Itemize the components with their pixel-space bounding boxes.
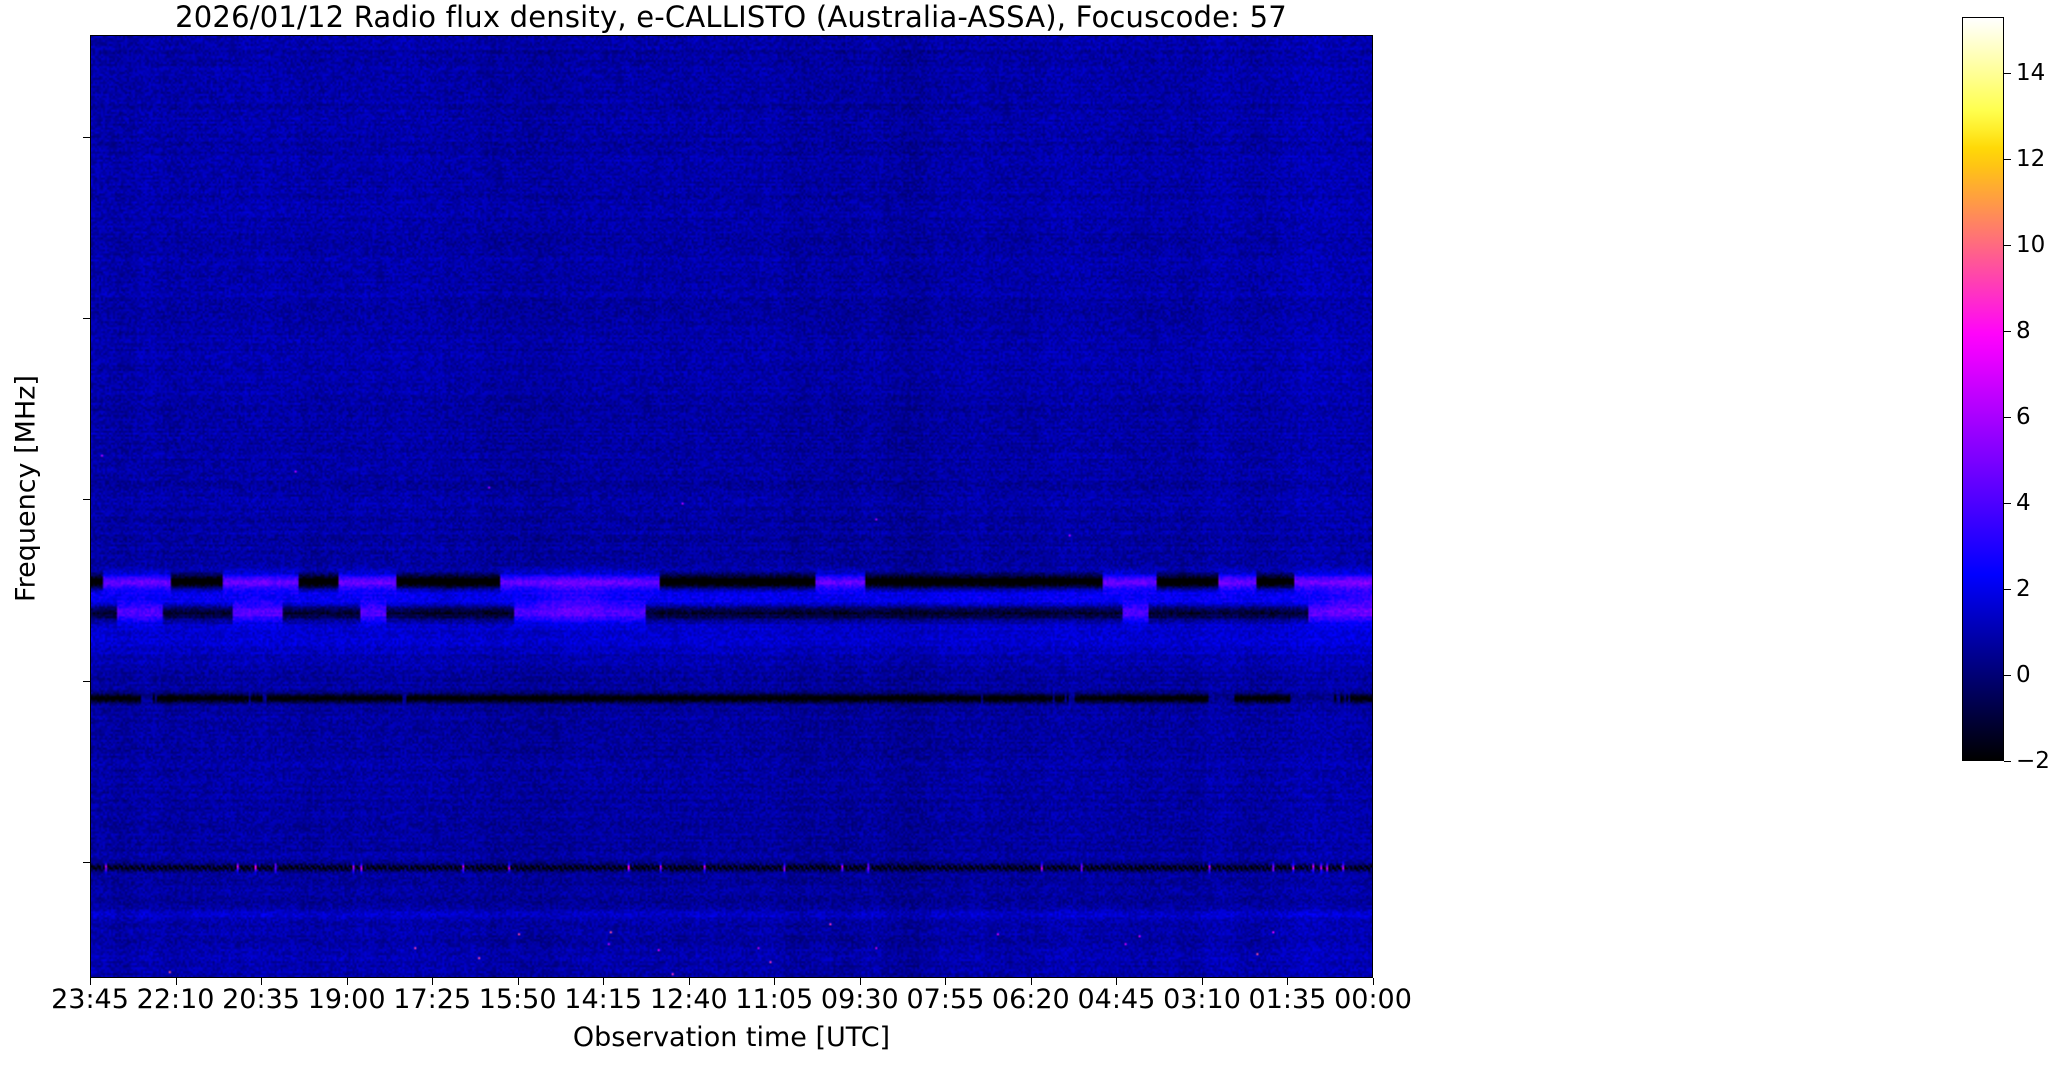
colorbar-tick-mark xyxy=(2004,588,2011,590)
x-axis-tick-label: 01:35 xyxy=(1248,984,1327,1015)
colorbar-tick-mark xyxy=(2004,761,2011,762)
colorbar-tick-mark xyxy=(2004,674,2011,676)
x-axis-tick-label: 22:10 xyxy=(136,984,215,1015)
spectrogram-image xyxy=(91,36,1372,977)
colorbar-tick-mark xyxy=(2004,244,2011,246)
y-axis-tick-mark xyxy=(83,136,90,138)
colorbar-tick-label: 8 xyxy=(2016,317,2031,344)
colorbar-tick-label: 0 xyxy=(2016,661,2031,688)
colorbar-tick-mark xyxy=(2004,416,2011,418)
x-axis-tick-mark xyxy=(175,978,177,985)
x-axis-tick-mark xyxy=(1030,978,1032,985)
colorbar-tick-mark xyxy=(2004,158,2011,160)
x-axis-tick-mark xyxy=(346,978,348,985)
x-axis-tick-label: 07:55 xyxy=(906,984,985,1015)
x-axis-tick-mark xyxy=(774,978,776,985)
x-axis-label: Observation time [UTC] xyxy=(572,1022,891,1053)
y-axis-tick-mark xyxy=(83,680,90,682)
colorbar-tick-mark xyxy=(2004,502,2011,504)
x-axis-tick-label: 03:10 xyxy=(1163,984,1241,1015)
colorbar-tick-label: −2 xyxy=(2016,748,2050,774)
x-axis-tick-label: 17:25 xyxy=(393,984,472,1015)
x-axis-tick-mark xyxy=(1373,978,1374,985)
colorbar-tick-label: 14 xyxy=(2016,59,2046,86)
x-axis-tick-label: 23:45 xyxy=(51,984,129,1015)
x-axis-tick-mark xyxy=(90,978,91,985)
colorbar-tick-mark xyxy=(2004,72,2011,74)
y-axis-tick-mark xyxy=(83,499,90,501)
colorbar-tick-label: 4 xyxy=(2016,489,2031,516)
page-title: 2026/01/12 Radio flux density, e-CALLIST… xyxy=(175,0,1287,34)
colorbar xyxy=(1962,17,2004,761)
y-axis-tick-mark xyxy=(83,861,90,863)
colorbar-tick-label: 2 xyxy=(2016,575,2031,602)
x-axis-tick-mark xyxy=(859,978,861,985)
spectrogram-canvas-wrapper xyxy=(91,36,1372,977)
x-axis-tick-label: 15:50 xyxy=(478,984,557,1015)
y-axis-label: Frequency [MHz] xyxy=(10,375,42,602)
x-axis-tick-mark xyxy=(261,978,263,985)
x-axis-tick-mark xyxy=(432,978,434,985)
colorbar-gradient xyxy=(1963,18,2003,760)
x-axis-tick-mark xyxy=(688,978,690,985)
spectrogram-plot-area xyxy=(90,35,1373,978)
colorbar-tick-label: 10 xyxy=(2016,231,2046,258)
x-axis-tick-label: 20:35 xyxy=(222,984,300,1015)
x-axis-tick-label: 09:30 xyxy=(820,984,899,1015)
x-axis-tick-label: 12:40 xyxy=(649,984,728,1015)
y-axis-tick-mark xyxy=(83,317,90,319)
x-axis-tick-label: 14:15 xyxy=(564,984,643,1015)
x-axis-tick-label: 11:05 xyxy=(735,984,814,1015)
x-axis-tick-label: 06:20 xyxy=(991,984,1070,1015)
x-axis-tick-mark xyxy=(1116,978,1118,985)
x-axis-tick-mark xyxy=(517,978,519,985)
colorbar-tick-label: 6 xyxy=(2016,403,2031,430)
x-axis-tick-mark xyxy=(1287,978,1289,985)
x-axis-tick-mark xyxy=(1201,978,1203,985)
x-axis-tick-mark xyxy=(945,978,947,985)
colorbar-tick-mark xyxy=(2004,330,2011,332)
x-axis-tick-mark xyxy=(603,978,605,985)
x-axis-tick-label: 19:00 xyxy=(307,984,386,1015)
x-axis-tick-label: 04:45 xyxy=(1077,984,1156,1015)
x-axis-tick-label: 00:00 xyxy=(1334,984,1412,1015)
colorbar-tick-label: 12 xyxy=(2016,145,2046,172)
